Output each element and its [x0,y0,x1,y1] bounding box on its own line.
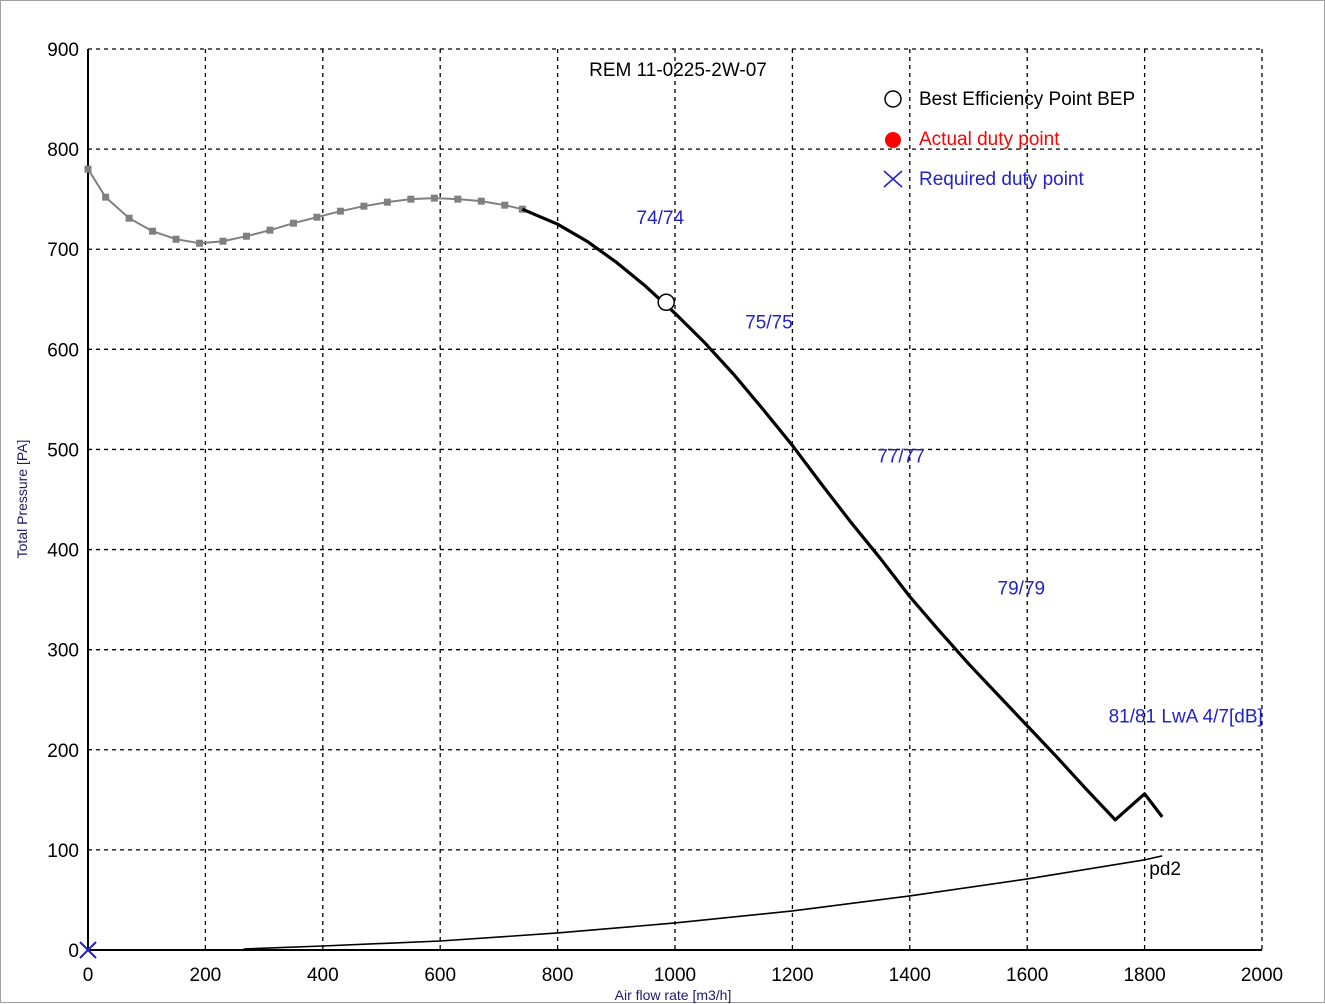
y-axis-label: Total Pressure [PA] [14,440,30,559]
y-tick-label: 200 [47,741,79,762]
dynamic-pressure-curve [243,855,1163,950]
noise-label: 79/79 [998,579,1046,600]
legend-label: Actual duty point [919,129,1060,150]
x-tick-label: 1600 [1006,965,1048,986]
point-markers [79,293,675,959]
legend-bep-icon [884,90,902,108]
curve-marker [84,165,92,173]
bep-marker [657,293,675,312]
curve-marker [196,239,204,247]
y-tick-label: 600 [47,340,79,361]
curve-marker [313,213,321,221]
x-tick-label: 1800 [1123,965,1165,986]
curve-marker [172,235,180,243]
x-axis-label: Air flow rate [m3/h] [615,987,732,1003]
legend-actual-duty-icon [885,132,901,148]
noise-label: 75/75 [745,312,793,333]
tick-labels: 0 200 400 600 800 1000 1200 1400 1600 1800 2000 0 10… [47,40,1283,986]
noise-labels: 74/74 75/75 77/77 79/79 81/81 LwA 4/7[dB] pd2 [637,208,1263,880]
noise-label: 74/74 [637,208,685,229]
x-tick-label: 1000 [654,965,696,986]
curves [84,165,1164,950]
fan-curve-stable [521,207,1164,822]
curve-marker [289,219,297,227]
noise-label: 81/81 LwA 4/7[dB] [1109,707,1263,728]
legend-required-duty-icon [883,170,903,188]
curve-marker [266,226,274,234]
curve-marker [383,198,391,206]
x-tick-label: 800 [542,965,574,986]
noise-label: 77/77 [877,446,925,467]
curve-marker [242,232,250,240]
curve-label: pd2 [1149,859,1181,880]
fan-curve-unstable [87,168,523,245]
x-tick-label: 0 [83,965,94,986]
y-tick-label: 400 [47,541,79,562]
curve-marker [501,201,509,209]
chart-title: REM 11-0225-2W-07 [589,60,767,81]
curve-marker [430,194,438,202]
curve-marker [336,207,344,215]
x-tick-label: 400 [307,965,339,986]
x-tick-label: 600 [424,965,456,986]
y-tick-label: 500 [47,440,79,461]
axes [87,49,1262,951]
legend-label: Best Efficiency Point BEP [919,89,1135,110]
y-tick-label: 900 [47,40,79,61]
curve-marker [360,202,368,210]
y-tick-label: 800 [47,140,79,161]
curve-marker [102,193,110,201]
legend-label: Required duty point [919,169,1084,190]
y-tick-label: 0 [68,941,79,962]
grid-lines [88,48,1263,950]
x-tick-label: 1400 [889,965,931,986]
curve-marker [219,237,227,245]
curve-marker [407,195,415,203]
x-tick-label: 2000 [1241,965,1283,986]
y-tick-label: 300 [47,641,79,662]
required-duty-marker [79,941,97,959]
y-tick-label: 100 [47,841,79,862]
curve-marker [477,197,485,205]
x-tick-label: 200 [190,965,222,986]
curve-marker [149,227,157,235]
legend: Best Efficiency Point BEP Actual duty poi… [883,89,1135,190]
x-tick-label: 1200 [771,965,813,986]
curve-marker [125,214,133,222]
curve-marker [454,195,462,203]
y-tick-label: 700 [47,240,79,261]
